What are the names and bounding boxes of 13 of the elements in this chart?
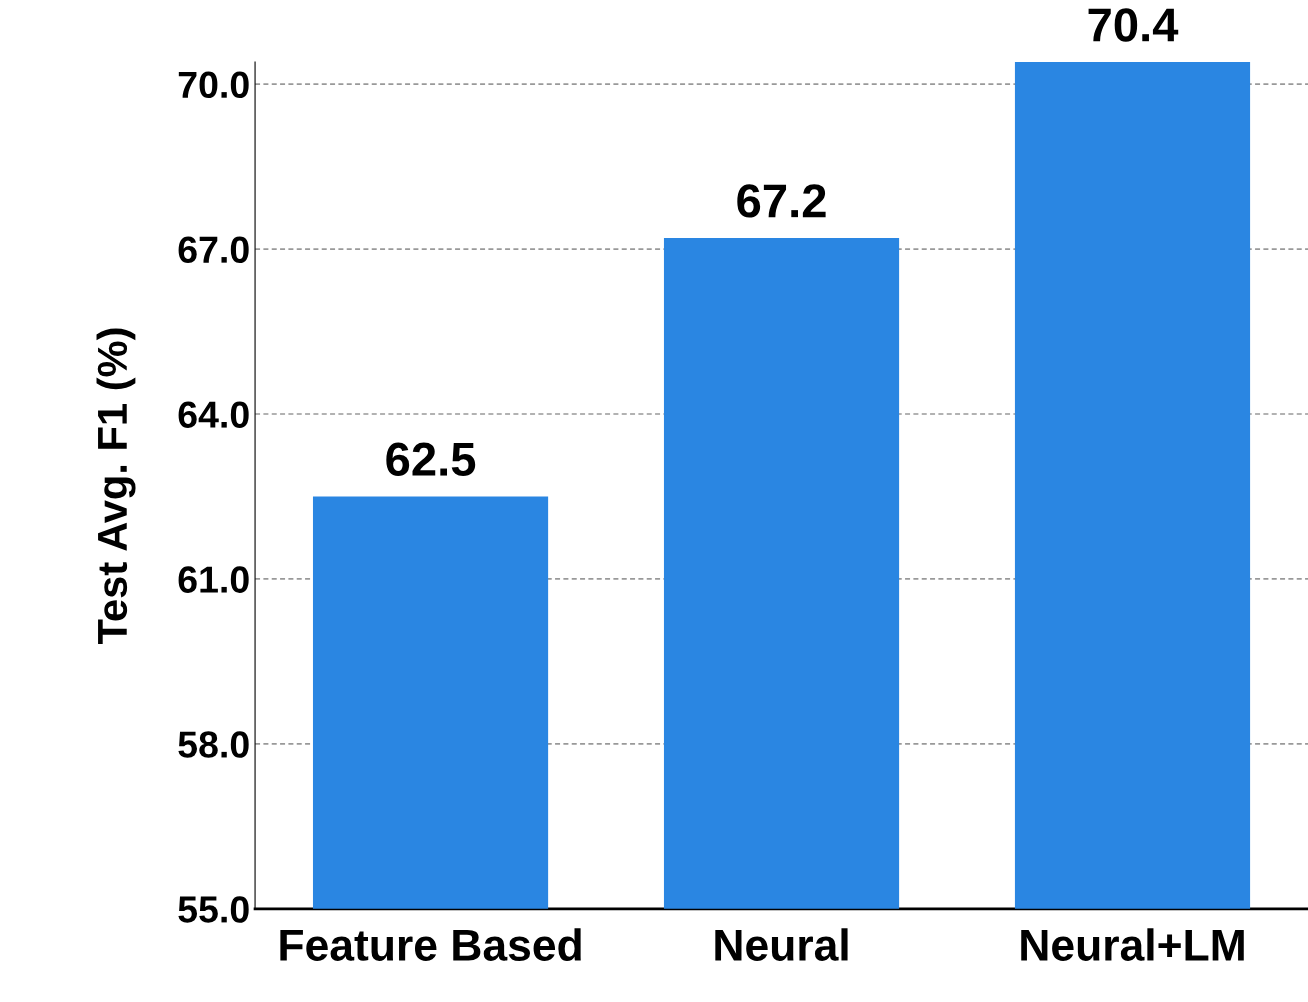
y-tick-label: 70.0 <box>178 71 249 99</box>
data-label: 62.5 <box>386 442 476 477</box>
x-tick-label: Neural <box>715 928 848 961</box>
y-tick-label: 58.0 <box>178 731 249 758</box>
data-label: 70.4 <box>1088 8 1179 42</box>
y-tick-label: 55.0 <box>178 896 249 923</box>
y-tick-label: 64.0 <box>178 401 249 428</box>
y-tick-label: 67.0 <box>178 236 249 264</box>
x-tick-label: Neural+LM <box>1021 928 1244 961</box>
x-tick-label: Feature Based <box>280 928 581 961</box>
y-axis-title: Test Avg. F1 (%) <box>96 328 136 644</box>
y-tick-label: 61.0 <box>178 566 249 593</box>
data-label: 67.2 <box>737 184 826 218</box>
